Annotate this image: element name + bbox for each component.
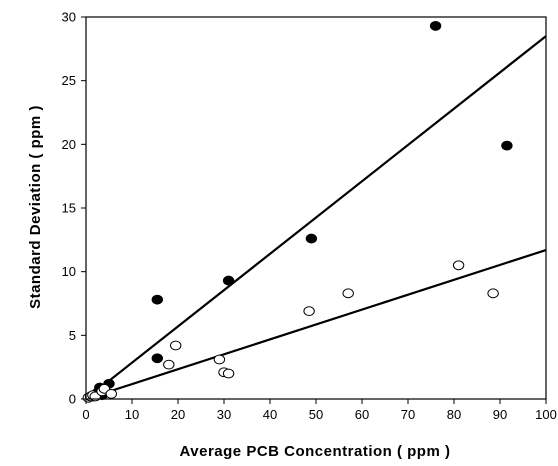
- filled-point: [151, 294, 164, 305]
- open-point: [170, 340, 182, 351]
- open-point: [303, 306, 315, 317]
- fit-line-2: [85, 248, 547, 401]
- x-tick-label: 60: [355, 407, 369, 422]
- y-tick-label: 10: [62, 264, 76, 279]
- open-point: [105, 389, 118, 399]
- y-tick-label: 15: [62, 201, 76, 216]
- x-tick-label: 70: [401, 407, 415, 422]
- open-point: [452, 260, 465, 271]
- y-tick-label: 25: [62, 73, 76, 88]
- data-points: [82, 21, 513, 403]
- fit-lines: [85, 35, 547, 401]
- y-tick-label: 5: [69, 328, 76, 343]
- x-axis-label: Average PCB Concentration ( ppm ): [180, 443, 451, 460]
- x-tick-label: 20: [171, 407, 185, 422]
- open-point: [222, 368, 235, 379]
- filled-point: [429, 21, 442, 31]
- y-tick-label: 0: [69, 392, 76, 407]
- open-point: [487, 288, 499, 299]
- filled-point: [501, 140, 513, 151]
- x-tick-label: 90: [493, 407, 507, 422]
- y-axis-label: Standard Deviation ( ppm ): [27, 105, 44, 309]
- axes: 0 10 20 30 40 50 60 70 80 90 100 0 5 10 15 20 25 30: [62, 10, 557, 423]
- filled-point: [222, 275, 235, 286]
- plot-frame: [85, 16, 547, 400]
- x-tick-label: 40: [263, 407, 277, 422]
- y-tick-label: 30: [62, 10, 76, 25]
- x-tick-label: 10: [125, 407, 139, 422]
- x-tick-label: 30: [217, 407, 231, 422]
- open-point: [213, 354, 226, 365]
- filled-point: [151, 353, 164, 364]
- open-point: [342, 288, 354, 299]
- x-tick-label: 80: [447, 407, 461, 422]
- open-point: [163, 359, 175, 370]
- x-tick-label: 0: [82, 407, 89, 422]
- x-tick-label: 50: [309, 407, 323, 422]
- y-tick-label: 20: [62, 137, 76, 152]
- fit-line-1: [85, 35, 547, 400]
- filled-point: [305, 233, 318, 244]
- x-tick-label: 100: [535, 407, 557, 422]
